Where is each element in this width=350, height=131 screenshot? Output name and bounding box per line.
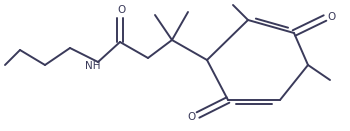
Text: O: O xyxy=(328,12,336,22)
Text: O: O xyxy=(117,5,125,15)
Text: O: O xyxy=(187,112,195,122)
Text: NH: NH xyxy=(85,61,101,71)
